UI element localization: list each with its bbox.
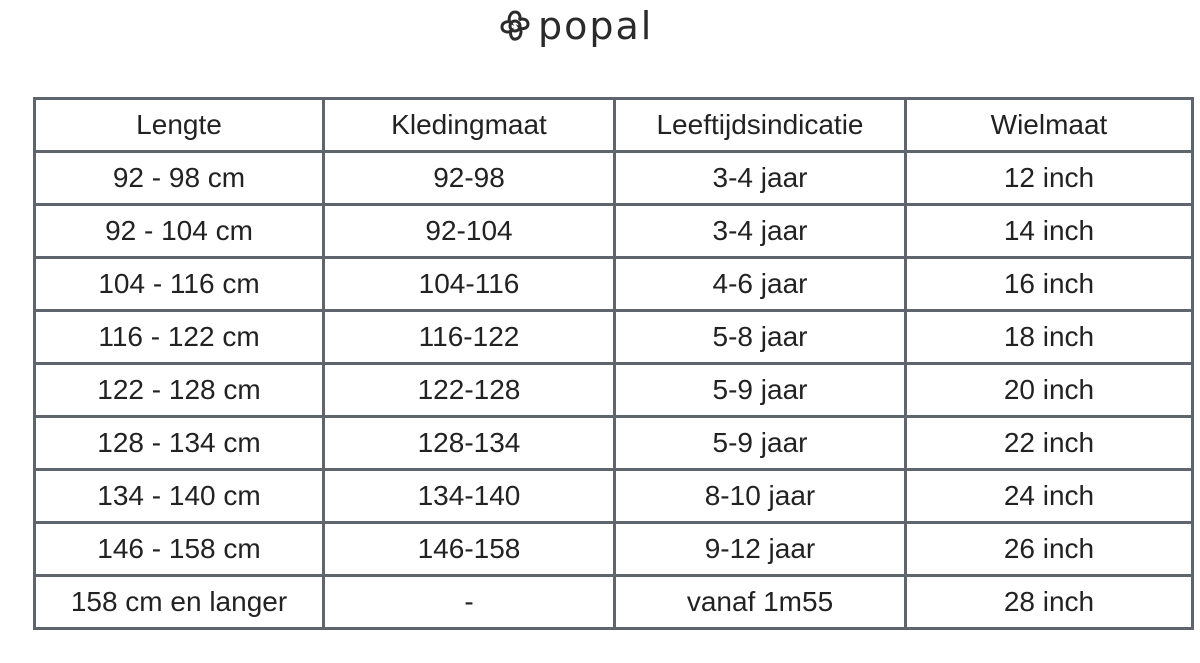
cell-lengte: 92 - 98 cm bbox=[33, 150, 325, 206]
table-row: 104 - 116 cm 104-116 4-6 jaar 16 inch bbox=[33, 256, 1194, 312]
cell-kledingmaat: 116-122 bbox=[322, 309, 616, 365]
cell-kledingmaat: 122-128 bbox=[322, 362, 616, 418]
cell-kledingmaat: 146-158 bbox=[322, 521, 616, 577]
cell-lengte: 122 - 128 cm bbox=[33, 362, 325, 418]
cell-wielmaat: 20 inch bbox=[904, 362, 1194, 418]
cell-kledingmaat: 104-116 bbox=[322, 256, 616, 312]
cell-wielmaat: 26 inch bbox=[904, 521, 1194, 577]
header-leeftijdsindicatie: Leeftijdsindicatie bbox=[613, 97, 907, 153]
cell-kledingmaat: - bbox=[322, 574, 616, 630]
cell-leeftijd: 5-9 jaar bbox=[613, 415, 907, 471]
table-row: 134 - 140 cm 134-140 8-10 jaar 24 inch bbox=[33, 468, 1194, 524]
cell-lengte: 92 - 104 cm bbox=[33, 203, 325, 259]
size-chart-table: Lengte Kledingmaat Leeftijdsindicatie Wi… bbox=[33, 97, 1194, 630]
cell-wielmaat: 14 inch bbox=[904, 203, 1194, 259]
cell-leeftijd: 5-8 jaar bbox=[613, 309, 907, 365]
cell-leeftijd: 4-6 jaar bbox=[613, 256, 907, 312]
table-row: 116 - 122 cm 116-122 5-8 jaar 18 inch bbox=[33, 309, 1194, 365]
brand-logo: popal bbox=[500, 6, 653, 46]
cell-lengte: 128 - 134 cm bbox=[33, 415, 325, 471]
cell-wielmaat: 12 inch bbox=[904, 150, 1194, 206]
cell-leeftijd: 8-10 jaar bbox=[613, 468, 907, 524]
brand-name: popal bbox=[538, 4, 654, 48]
cell-leeftijd: 3-4 jaar bbox=[613, 150, 907, 206]
header-wielmaat: Wielmaat bbox=[904, 97, 1194, 153]
cell-wielmaat: 22 inch bbox=[904, 415, 1194, 471]
header-row: Lengte Kledingmaat Leeftijdsindicatie Wi… bbox=[33, 97, 1194, 153]
cell-lengte: 146 - 158 cm bbox=[33, 521, 325, 577]
cell-lengte: 104 - 116 cm bbox=[33, 256, 325, 312]
table-row: 122 - 128 cm 122-128 5-9 jaar 20 inch bbox=[33, 362, 1194, 418]
cell-leeftijd: vanaf 1m55 bbox=[613, 574, 907, 630]
cell-wielmaat: 28 inch bbox=[904, 574, 1194, 630]
table-row: 92 - 104 cm 92-104 3-4 jaar 14 inch bbox=[33, 203, 1194, 259]
cell-kledingmaat: 128-134 bbox=[322, 415, 616, 471]
table-row: 92 - 98 cm 92-98 3-4 jaar 12 inch bbox=[33, 150, 1194, 206]
header-lengte: Lengte bbox=[33, 97, 325, 153]
cell-leeftijd: 3-4 jaar bbox=[613, 203, 907, 259]
cell-lengte: 134 - 140 cm bbox=[33, 468, 325, 524]
cell-wielmaat: 24 inch bbox=[904, 468, 1194, 524]
table-row: 128 - 134 cm 128-134 5-9 jaar 22 inch bbox=[33, 415, 1194, 471]
cell-leeftijd: 9-12 jaar bbox=[613, 521, 907, 577]
cell-leeftijd: 5-9 jaar bbox=[613, 362, 907, 418]
cell-wielmaat: 16 inch bbox=[904, 256, 1194, 312]
cell-kledingmaat: 92-98 bbox=[322, 150, 616, 206]
cell-kledingmaat: 92-104 bbox=[322, 203, 616, 259]
cell-kledingmaat: 134-140 bbox=[322, 468, 616, 524]
table-row: 146 - 158 cm 146-158 9-12 jaar 26 inch bbox=[33, 521, 1194, 577]
popal-flower-icon bbox=[500, 10, 530, 41]
cell-wielmaat: 18 inch bbox=[904, 309, 1194, 365]
table-row: 158 cm en langer - vanaf 1m55 28 inch bbox=[33, 574, 1194, 630]
cell-lengte: 158 cm en langer bbox=[33, 574, 325, 630]
header-kledingmaat: Kledingmaat bbox=[322, 97, 616, 153]
cell-lengte: 116 - 122 cm bbox=[33, 309, 325, 365]
